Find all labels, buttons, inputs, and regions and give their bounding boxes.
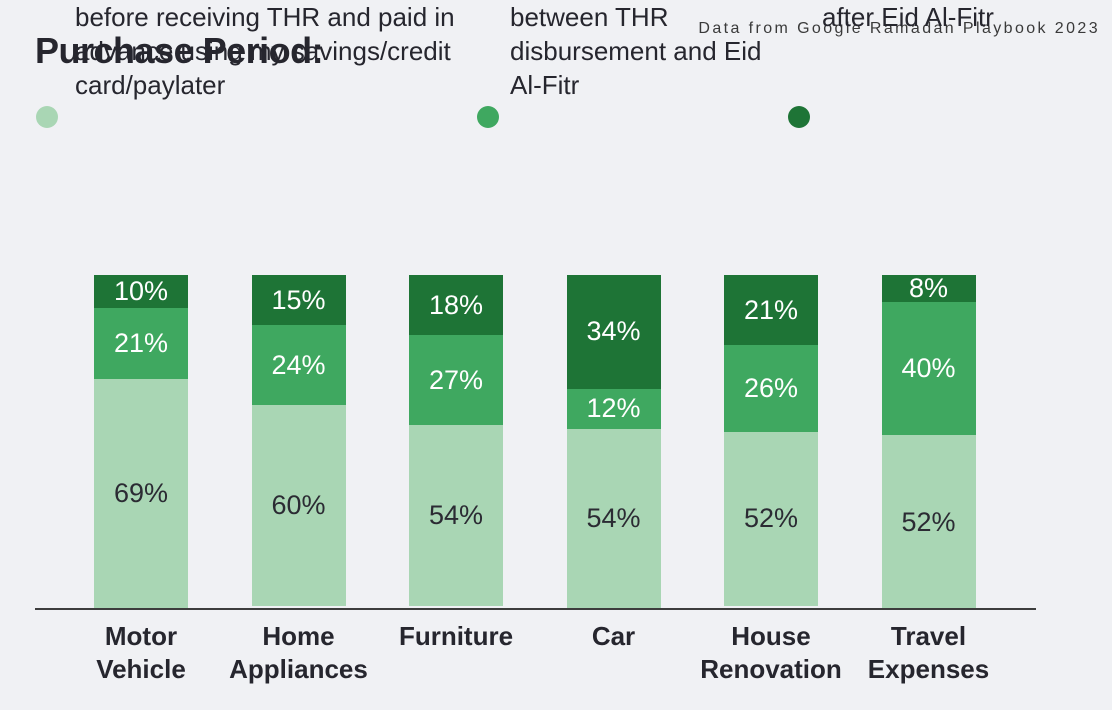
value-label: 24% bbox=[271, 349, 326, 380]
bar-segment-before-car: 54% bbox=[566, 428, 661, 609]
bar-segment-between-car: 12% bbox=[566, 388, 661, 429]
value-label: 34% bbox=[586, 316, 641, 347]
category-label-car: Car bbox=[591, 621, 636, 651]
value-label: 54% bbox=[586, 503, 641, 534]
bar-segment-after-car: 34% bbox=[566, 275, 661, 389]
bar-furniture: 18% 27% 54% bbox=[409, 275, 503, 606]
bar-car: 34% 12% 54% bbox=[566, 275, 661, 609]
bar-segment-before-motor-vehicle: 69% bbox=[94, 378, 188, 609]
bar-segment-between-home-appliances: 24% bbox=[251, 325, 346, 406]
value-label: 69% bbox=[113, 478, 169, 509]
page-title: Purchase Period: bbox=[35, 30, 324, 71]
category-label-house-renovation: House Renovation bbox=[700, 621, 842, 684]
legend-swatch-between bbox=[477, 106, 499, 128]
bar-segment-after-furniture: 18% bbox=[409, 275, 503, 336]
bar-segment-after-home-appliances: 15% bbox=[251, 275, 346, 326]
bar-segment-before-furniture: 54% bbox=[409, 425, 503, 606]
category-label-furniture: Furniture bbox=[398, 621, 514, 651]
value-label: 21% bbox=[113, 327, 169, 358]
value-label: 40% bbox=[901, 353, 956, 384]
bar-segment-after-travel-expenses: 8% bbox=[881, 272, 976, 303]
legend-label-after: after Eid Al-Fitr bbox=[822, 2, 994, 32]
bar-segment-before-travel-expenses: 52% bbox=[881, 435, 976, 609]
value-label: 15% bbox=[271, 284, 326, 315]
bar-segment-between-furniture: 27% bbox=[409, 335, 503, 426]
bar-house-renovation: 21% 26% 52% bbox=[724, 275, 818, 606]
x-axis-line bbox=[35, 608, 1036, 610]
bar-travel-expenses: 8% 40% 52% bbox=[881, 272, 976, 609]
bar-segment-before-house-renovation: 52% bbox=[724, 431, 818, 606]
bar-home-appliances: 15% 24% 60% bbox=[251, 275, 346, 606]
legend-swatch-before bbox=[36, 106, 58, 128]
value-label: 12% bbox=[586, 393, 641, 424]
value-label: 21% bbox=[743, 294, 799, 325]
bar-motor-vehicle: 10% 21% 69% bbox=[94, 275, 188, 609]
value-label: 18% bbox=[428, 289, 484, 320]
category-label-motor-vehicle: Motor Vehicle bbox=[96, 621, 186, 684]
value-label: 8% bbox=[908, 272, 949, 303]
category-label-home-appliances: Home Appliances bbox=[229, 621, 368, 684]
bar-segment-between-motor-vehicle: 21% bbox=[94, 308, 188, 379]
legend-label-before: before receiving THR and paid in advance… bbox=[75, 2, 455, 100]
bar-segment-between-house-renovation: 26% bbox=[724, 345, 818, 432]
value-label: 52% bbox=[743, 503, 799, 534]
value-label: 10% bbox=[113, 276, 169, 307]
legend-label-between: between THR disbursement and Eid Al-Fitr bbox=[510, 2, 762, 100]
value-label: 27% bbox=[428, 364, 484, 395]
category-label-travel-expenses: Travel Expenses bbox=[867, 621, 990, 684]
source-note: Data from Google Ramadan Playbook 2023 bbox=[698, 20, 1100, 37]
value-label: 54% bbox=[428, 499, 484, 530]
value-label: 52% bbox=[901, 506, 956, 537]
value-label: 60% bbox=[271, 489, 326, 520]
bar-segment-after-house-renovation: 21% bbox=[724, 275, 818, 346]
value-label: 26% bbox=[743, 373, 799, 404]
bar-segment-after-motor-vehicle: 10% bbox=[94, 275, 188, 309]
bar-segment-between-travel-expenses: 40% bbox=[881, 301, 976, 436]
legend-swatch-after bbox=[788, 106, 810, 128]
bar-segment-before-home-appliances: 60% bbox=[251, 405, 346, 606]
